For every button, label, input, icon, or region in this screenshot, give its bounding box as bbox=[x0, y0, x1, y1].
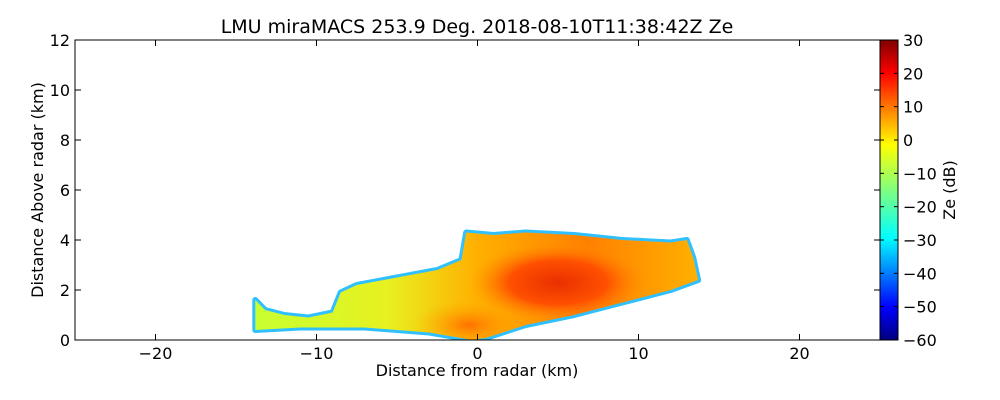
colorbar-tick-label: −30 bbox=[903, 231, 937, 250]
x-tick-label: 10 bbox=[628, 344, 648, 363]
colorbar-tick-label: 10 bbox=[903, 98, 923, 117]
x-tick-label: −10 bbox=[300, 344, 334, 363]
y-tick-label: 6 bbox=[60, 181, 70, 200]
chart-title: LMU miraMACS 253.9 Deg. 2018-08-10T11:38… bbox=[221, 16, 734, 38]
y-axis-label: Distance Above radar (km) bbox=[28, 82, 47, 298]
y-tick-label: 4 bbox=[60, 231, 70, 250]
echo-core bbox=[469, 242, 647, 323]
colorbar-tick-label: −50 bbox=[903, 298, 937, 317]
colorbar-tick-label: −40 bbox=[903, 264, 937, 283]
y-tick-label: 10 bbox=[50, 81, 70, 100]
y-tick-label: 0 bbox=[60, 331, 70, 350]
y-tick-label: 8 bbox=[60, 131, 70, 150]
y-axis: 0 2 4 6 8 10 12 bbox=[50, 31, 880, 350]
y-tick-label: 12 bbox=[50, 31, 70, 50]
colorbar-tick-label: 20 bbox=[903, 64, 923, 83]
colorbar-tick-label: 30 bbox=[903, 31, 923, 50]
y-tick-label: 2 bbox=[60, 281, 70, 300]
x-tick-label: −20 bbox=[139, 344, 173, 363]
colorbar-tick-label: −60 bbox=[903, 331, 937, 350]
echo-region bbox=[252, 229, 702, 340]
colorbar-ticks: 30 20 10 0 −10 −20 −30 −40 −50 −60 bbox=[880, 31, 937, 350]
x-tick-label: 20 bbox=[789, 344, 809, 363]
colorbar bbox=[879, 39, 899, 341]
colorbar-tick-label: −20 bbox=[903, 198, 937, 217]
colorbar-tick-label: −10 bbox=[903, 164, 937, 183]
x-axis: −20 −10 0 10 20 bbox=[139, 40, 810, 363]
colorbar-tick-label: 0 bbox=[903, 131, 913, 150]
x-tick-label: 0 bbox=[472, 344, 482, 363]
x-axis-label: Distance from radar (km) bbox=[376, 361, 579, 380]
colorbar-label: Ze (dB) bbox=[940, 160, 959, 220]
plot-area bbox=[252, 229, 702, 340]
